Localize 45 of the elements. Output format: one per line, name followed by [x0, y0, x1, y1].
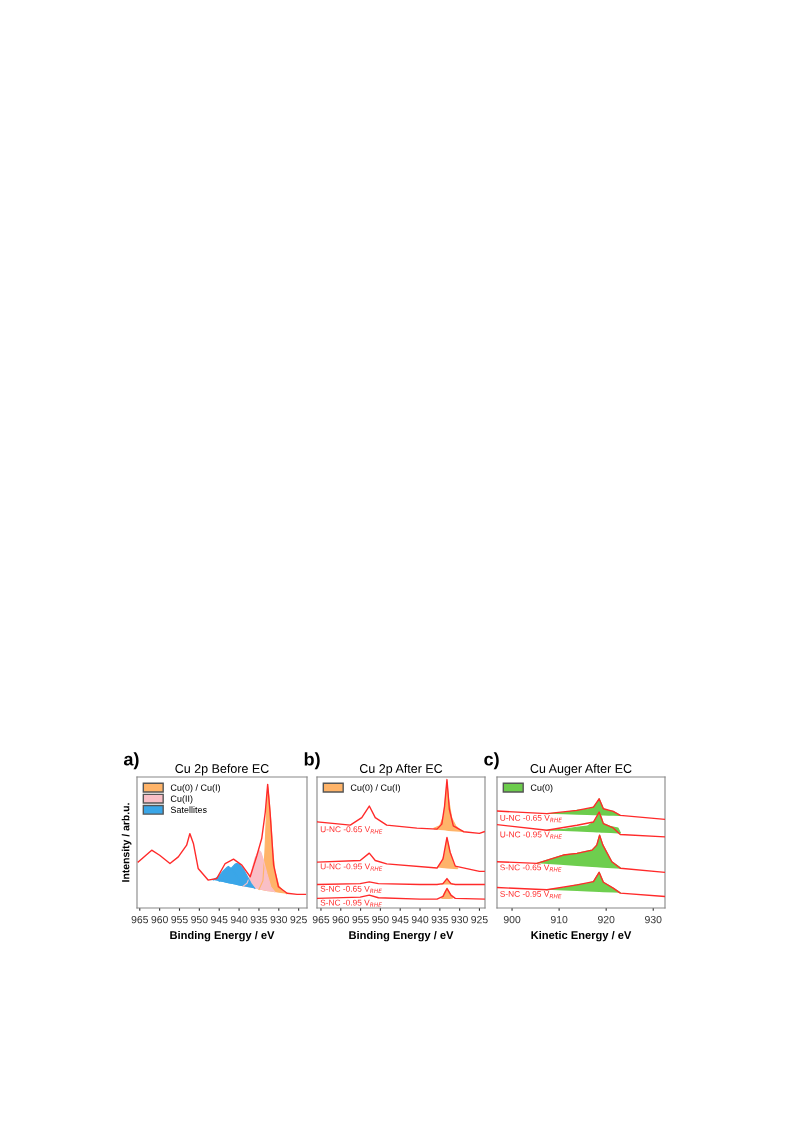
- series-label: U-NC -0.95 V$_{RHE}$: [320, 863, 383, 871]
- legend-label: Cu(0) / Cu(I): [350, 784, 400, 793]
- series-label: S-NC -0.65 V$_{RHE}$: [500, 864, 562, 872]
- chart-title: Cu Auger After EC: [530, 763, 632, 776]
- x-tick-label: 935: [250, 915, 268, 924]
- x-tick-label: 965: [312, 915, 330, 924]
- legend-label: Cu(II): [170, 795, 193, 804]
- x-tick-label: 955: [171, 915, 188, 924]
- chart-title: Cu 2p After EC: [359, 763, 443, 776]
- x-tick-label: 940: [230, 915, 248, 924]
- x-tick-label: 900: [503, 915, 521, 924]
- x-tick-label: 960: [151, 915, 168, 924]
- x-tick-label: 910: [550, 915, 568, 924]
- series-label: S-NC -0.65 V$_{RHE}$: [320, 885, 382, 893]
- text: b): [304, 752, 320, 770]
- x-tick-label: 945: [392, 915, 409, 924]
- text: a): [123, 752, 139, 770]
- x-tick-label: 930: [451, 915, 468, 924]
- x-axis-title: Kinetic Energy / eV: [531, 930, 632, 942]
- chart-title: Cu 2p Before EC: [175, 763, 269, 776]
- x-tick-label: 955: [352, 915, 369, 924]
- series-label: S-NC -0.95 V$_{RHE}$: [320, 899, 382, 907]
- x-tick-label: 945: [211, 915, 228, 924]
- legend-label: Cu(0): [530, 784, 553, 793]
- x-tick-label: 940: [411, 915, 429, 924]
- x-axis-title: Binding Energy / eV: [170, 930, 275, 942]
- x-tick-label: 930: [645, 915, 662, 924]
- y-axis-title: Intensity / arb.u.: [121, 803, 132, 882]
- x-tick-label: 960: [332, 915, 350, 924]
- series-label: U-NC -0.65 V$_{RHE}$: [320, 826, 383, 834]
- x-axis-title: Binding Energy / eV: [349, 930, 454, 942]
- x-tick-label: 950: [191, 915, 208, 924]
- x-tick-label: 935: [431, 915, 449, 924]
- x-tick-label: 950: [372, 915, 389, 924]
- legend-label: Cu(0) / Cu(I): [170, 784, 220, 793]
- x-tick-label: 925: [471, 915, 488, 924]
- text: c): [484, 752, 499, 770]
- x-tick-label: 920: [597, 915, 615, 924]
- series-label: U-NC -0.95 V$_{RHE}$: [500, 831, 562, 839]
- x-tick-label: 965: [131, 915, 149, 924]
- series-label: S-NC -0.95 V$_{RHE}$: [500, 891, 562, 899]
- x-tick-label: 925: [290, 915, 307, 924]
- x-tick-label: 930: [270, 915, 288, 924]
- legend-label: Satellites: [170, 806, 207, 813]
- series-label: U-NC -0.65 V$_{RHE}$: [500, 814, 562, 823]
